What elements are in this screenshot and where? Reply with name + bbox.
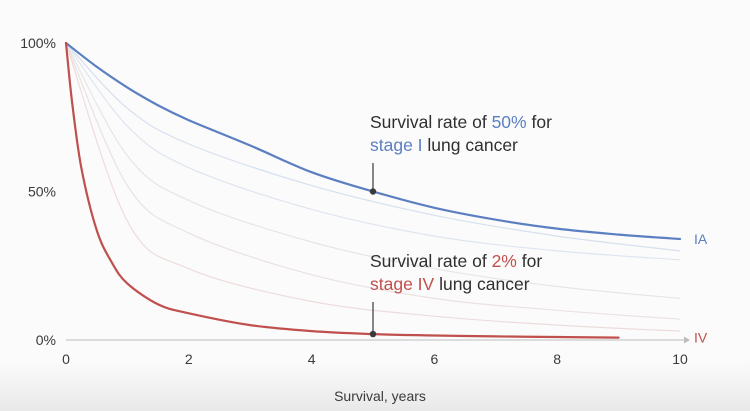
annotation-1-line2: stage I lung cancer <box>370 135 518 155</box>
annotation-2-marker <box>369 330 377 338</box>
y-tick-50: 50% <box>28 184 56 200</box>
y-tick-0: 0% <box>36 332 56 348</box>
y-tick-100: 100% <box>20 35 56 51</box>
faint-curve-2 <box>65 42 681 261</box>
annotation-2-line1: Survival rate of 2% for <box>370 251 542 271</box>
x-tick-0: 0 <box>62 351 70 367</box>
faint-curve-3 <box>65 42 681 299</box>
annotation-1-line1: Survival rate of 50% for <box>370 112 552 132</box>
x-tick-2: 2 <box>185 351 193 367</box>
series-label-iv: IV <box>694 330 708 346</box>
x-tick-4: 4 <box>308 351 316 367</box>
series-line-iv <box>64 41 620 339</box>
x-tick-8: 8 <box>553 351 561 367</box>
annotation-2-line2: stage IV lung cancer <box>370 274 530 294</box>
faint-curve-1 <box>65 42 681 252</box>
annotation-1-marker <box>369 188 377 195</box>
x-tick-6: 6 <box>431 351 439 367</box>
series-line-ia <box>64 41 682 241</box>
faint-curve-4 <box>65 42 681 320</box>
bottom-shade <box>0 360 750 411</box>
x-tick-10: 10 <box>672 351 688 367</box>
x-axis-label: Survival, years <box>334 388 426 404</box>
series-label-ia: IA <box>694 231 708 247</box>
faint-curve-5 <box>65 42 681 332</box>
x-axis-arrow <box>684 336 690 344</box>
